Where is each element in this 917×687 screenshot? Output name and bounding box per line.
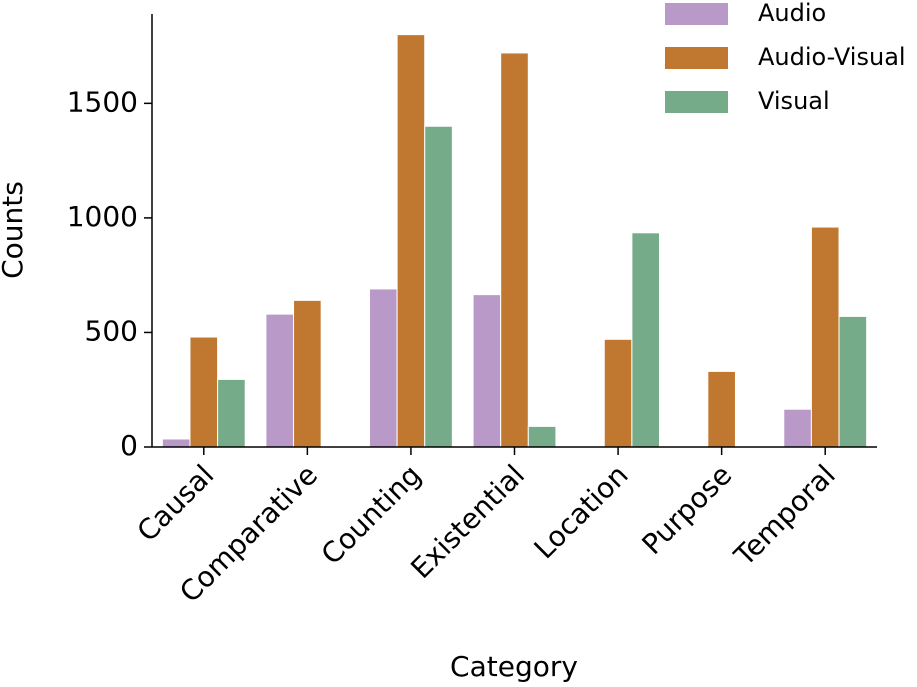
x-tick-label: Temporal: [727, 458, 842, 573]
y-tick-label: 1500: [67, 85, 138, 118]
y-tick-label: 1000: [67, 200, 138, 233]
bar: [265, 313, 295, 448]
legend-swatch: [665, 3, 728, 25]
bar: [500, 52, 529, 448]
y-axis-label: Counts: [0, 181, 29, 279]
legend-swatch: [665, 91, 728, 113]
bar: [217, 378, 246, 448]
bar: [810, 226, 840, 448]
x-tick-label: Causal: [131, 458, 221, 548]
bar: [603, 338, 633, 448]
legend-label: Audio-Visual: [758, 43, 906, 71]
legend-swatch: [665, 47, 728, 69]
bar: [424, 125, 453, 448]
bar: [707, 370, 736, 448]
bar: [369, 288, 398, 448]
x-tick-label: Existential: [404, 458, 531, 585]
bar: [472, 294, 502, 448]
legend-label: Visual: [758, 87, 830, 115]
x-axis-label: Category: [450, 650, 578, 683]
x-tick-label: Location: [528, 458, 635, 565]
bar: [783, 408, 812, 448]
x-tick-label: Purpose: [635, 458, 738, 561]
bar: [527, 425, 557, 448]
legend-label: Audio: [758, 0, 826, 27]
bar: [189, 336, 219, 448]
y-tick-label: 0: [120, 429, 138, 462]
y-tick-label: 500: [85, 314, 138, 347]
bar: [396, 34, 426, 448]
bar: [293, 299, 322, 448]
bar: [161, 438, 191, 448]
bar: [838, 315, 868, 448]
bar: [631, 232, 661, 448]
